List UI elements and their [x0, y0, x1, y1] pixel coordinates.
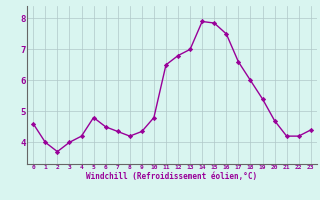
X-axis label: Windchill (Refroidissement éolien,°C): Windchill (Refroidissement éolien,°C)	[86, 172, 258, 181]
